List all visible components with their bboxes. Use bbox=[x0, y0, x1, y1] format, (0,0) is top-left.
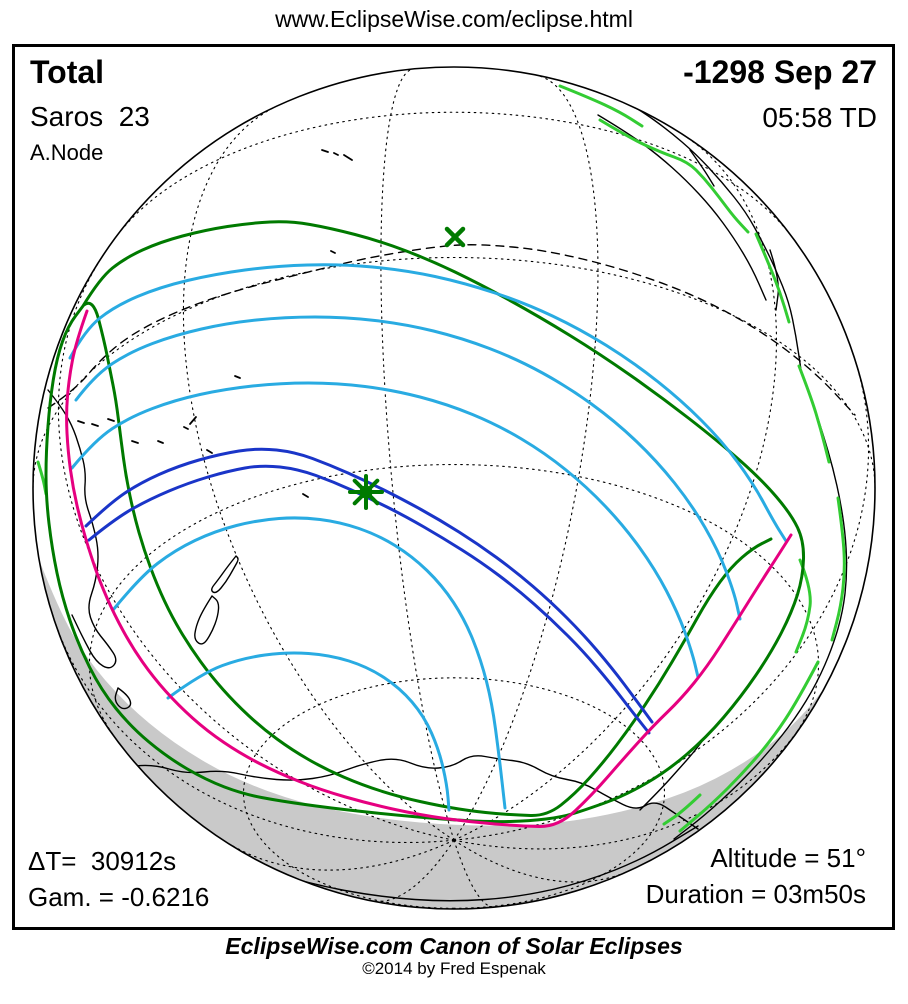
globe-limb-circle bbox=[32, 66, 876, 910]
delta-t-label: ΔT= 30912s bbox=[28, 846, 177, 876]
umbra-north-limit-curve bbox=[84, 447, 654, 724]
magnitude-curve-5 bbox=[166, 651, 451, 812]
footer-copyright: ©2014 by Fred Espenak bbox=[362, 959, 546, 978]
eclipse-time-label: 05:58 TD bbox=[762, 102, 877, 133]
magnitude-curve-2 bbox=[74, 315, 742, 621]
footer-title: EclipseWise.com Canon of Solar Eclipses bbox=[225, 933, 683, 959]
magnitude-curve-1 bbox=[68, 263, 788, 543]
node-label: A.Node bbox=[30, 140, 104, 165]
globe-map bbox=[33, 68, 875, 909]
site-url: www.EclipseWise.com/eclipse.html bbox=[275, 6, 633, 32]
map-border-frame bbox=[12, 44, 895, 930]
magnitude-curve-4 bbox=[111, 516, 507, 810]
penumbra-limit-curve bbox=[44, 220, 806, 824]
coastline-highlights bbox=[36, 84, 846, 833]
magnitude-curve-3 bbox=[70, 381, 700, 679]
night-shading bbox=[40, 559, 869, 909]
gamma-label: Gam. = -0.6216 bbox=[28, 882, 210, 912]
umbra-south-limit-curve bbox=[87, 464, 651, 735]
cross-marker-icon bbox=[444, 226, 466, 248]
max-eclipse-sunrise-sunset-curve bbox=[65, 309, 793, 829]
greatest-eclipse-marker-icon bbox=[348, 474, 384, 510]
saros-label: Saros 23 bbox=[30, 101, 150, 132]
sunrise-sunset-green-curve bbox=[82, 301, 773, 818]
eclipse-type-label: Total bbox=[30, 54, 105, 90]
eclipse-date-label: -1298 Sep 27 bbox=[683, 54, 877, 90]
duration-label: Duration = 03m50s bbox=[645, 879, 866, 909]
altitude-label: Altitude = 51° bbox=[710, 843, 866, 873]
